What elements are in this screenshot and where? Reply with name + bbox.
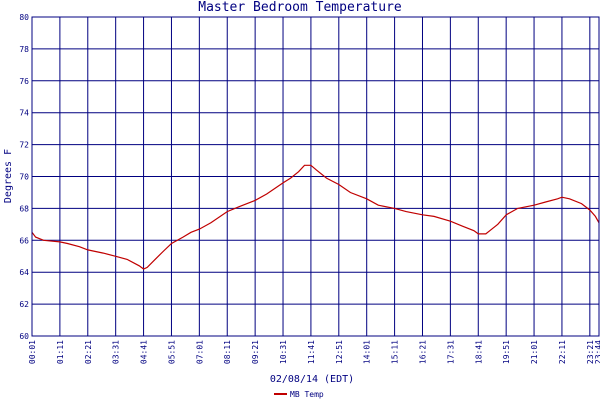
x-tick-label: 17:31	[446, 340, 455, 364]
x-tick-label: 04:41	[140, 340, 149, 364]
x-tick-label: 05:51	[167, 340, 176, 364]
x-tick-label: 22:11	[558, 340, 567, 364]
x-tick-label: 10:31	[279, 340, 288, 364]
y-tick-label: 70	[19, 173, 29, 182]
y-tick-label: 76	[19, 77, 29, 86]
x-tick-label: 12:51	[335, 340, 344, 364]
x-tick-label: 23:44	[594, 340, 600, 364]
x-axis-label: 02/08/14 (EDT)	[270, 374, 354, 385]
x-tick-label: 23:21	[586, 340, 595, 364]
plot-border	[31, 16, 600, 337]
x-tick-label: 01:11	[56, 340, 65, 364]
x-tick-label: 03:31	[112, 340, 121, 364]
series-line-mb-temp	[31, 164, 600, 270]
x-tick-label: 11:41	[307, 340, 316, 364]
x-tick-label: 14:01	[363, 340, 372, 364]
y-tick-label: 80	[19, 13, 29, 22]
x-tick-label: 18:41	[474, 340, 483, 364]
x-tick-label: 08:11	[223, 340, 232, 364]
x-tick-label: 21:01	[530, 340, 539, 364]
y-tick-label: 64	[19, 268, 29, 277]
x-tick-labels: 00:01 01:11 02:21 03:31 04:41 05:51 07:01 08:11…	[28, 340, 600, 364]
x-tick-label: 00:01	[28, 340, 37, 364]
y-tick-label: 68	[19, 204, 29, 213]
x-tick-label: 09:21	[251, 340, 260, 364]
y-tick-labels: 60 62 64 66 68 70 72 74 76 78 80	[19, 13, 29, 341]
y-tick-label: 72	[19, 141, 29, 150]
x-tick-label: 07:01	[195, 340, 204, 364]
y-tick-label: 62	[19, 300, 29, 309]
x-tick-label: 02:21	[84, 340, 93, 364]
legend-label: MB Temp	[290, 390, 324, 399]
y-axis-label: Degrees F	[3, 149, 14, 203]
y-tick-label: 60	[19, 332, 29, 341]
y-tick-label: 78	[19, 45, 29, 54]
chart-title: Master Bedroom Temperature	[198, 0, 402, 15]
legend: MB Temp	[274, 390, 324, 399]
x-tick-label: 15:11	[391, 340, 400, 364]
y-tick-label: 66	[19, 236, 29, 245]
x-tick-label: 19:51	[502, 340, 511, 364]
x-tick-label: 16:21	[418, 340, 427, 364]
y-tick-label: 74	[19, 109, 29, 118]
